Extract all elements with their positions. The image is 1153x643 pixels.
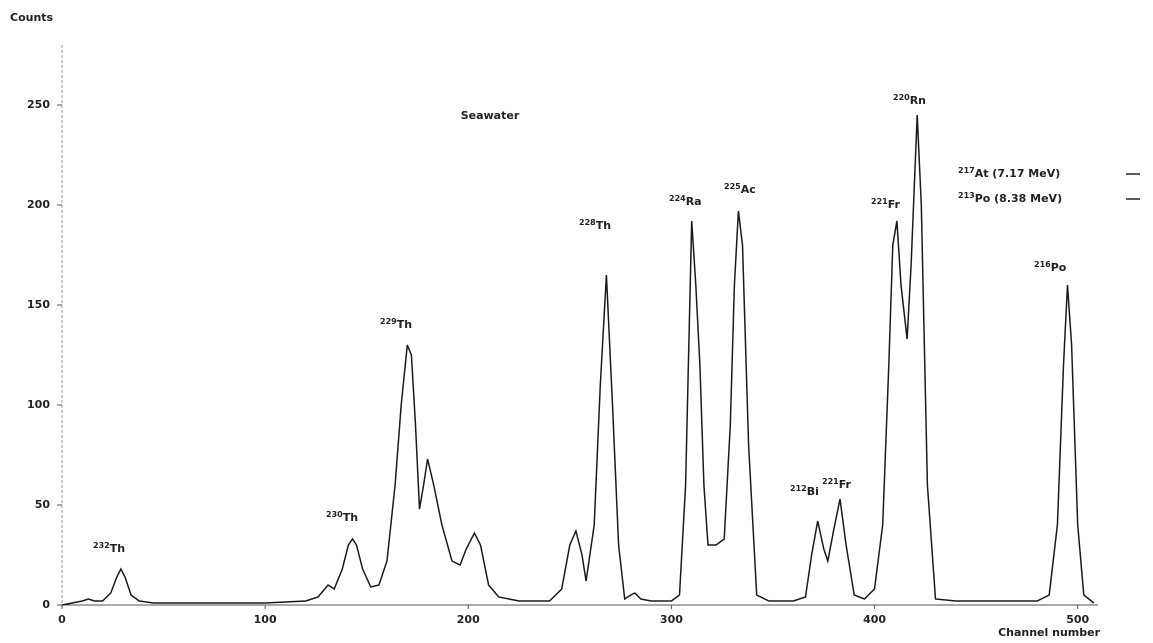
label-mass: 213 [958,191,975,200]
label-mass: 217 [958,166,975,175]
peak-label: 221Fr [822,477,852,492]
y-tick-label: 200 [27,198,50,211]
peak-label: 232Th [93,541,125,556]
label-text: Ra [686,195,702,208]
label-text: Rn [910,94,926,107]
chart: Counts Channel number Seawater 0 50 100 150… [0,0,1153,643]
label-mass: 224 [669,194,686,203]
y-tick-label: 0 [42,598,50,611]
label-mass: 212 [790,484,807,493]
label-text: Po (8.38 MeV) [975,192,1062,205]
label-mass: 230 [326,510,343,519]
x-axis-label: Channel number [998,626,1101,639]
label-text: Th [596,219,611,232]
peak-label: 228Th [579,218,611,233]
label-mass: 221 [822,477,839,486]
peak-label: 230Th [326,510,358,525]
y-tick-label: 250 [27,98,50,111]
peak-label: 221Fr [871,197,901,212]
x-tick-label: 400 [863,613,886,626]
x-tick-label: 500 [1066,613,1089,626]
x-tick-label: 200 [457,613,480,626]
label-text: Bi [807,485,819,498]
peak-label: 216Po [1034,260,1067,275]
y-axis-label: Counts [10,11,54,24]
label-mass: 232 [93,541,110,550]
peak-label: 220Rn [893,93,926,108]
peak-label: 213Po (8.38 MeV) [958,191,1062,206]
label-mass: 220 [893,93,910,102]
label-mass: 225 [724,182,741,191]
peak-label: 217At (7.17 MeV) [958,166,1060,181]
y-tick-label: 100 [27,398,50,411]
label-mass: 228 [579,218,596,227]
label-text: Ac [741,183,756,196]
peak-label: 229Th [380,317,412,332]
label-mass: 229 [380,317,397,326]
peak-label: 225Ac [724,182,756,197]
label-text: Th [343,511,358,524]
y-tick-label: 50 [35,498,51,511]
label-text: Fr [839,478,852,491]
label-mass: 216 [1034,260,1051,269]
label-text: At (7.17 MeV) [975,167,1061,180]
x-tick-label: 300 [660,613,683,626]
label-text: Th [397,318,412,331]
label-mass: 221 [871,197,888,206]
peak-label: 224Ra [669,194,702,209]
spectrum-line [62,115,1094,605]
y-tick-label: 150 [27,298,50,311]
x-tick-label: 100 [254,613,277,626]
peak-label: 212Bi [790,484,819,499]
chart-title: Seawater [461,109,520,122]
label-text: Po [1051,261,1067,274]
label-text: Fr [888,198,901,211]
label-text: Th [110,542,125,555]
x-tick-label: 0 [58,613,66,626]
